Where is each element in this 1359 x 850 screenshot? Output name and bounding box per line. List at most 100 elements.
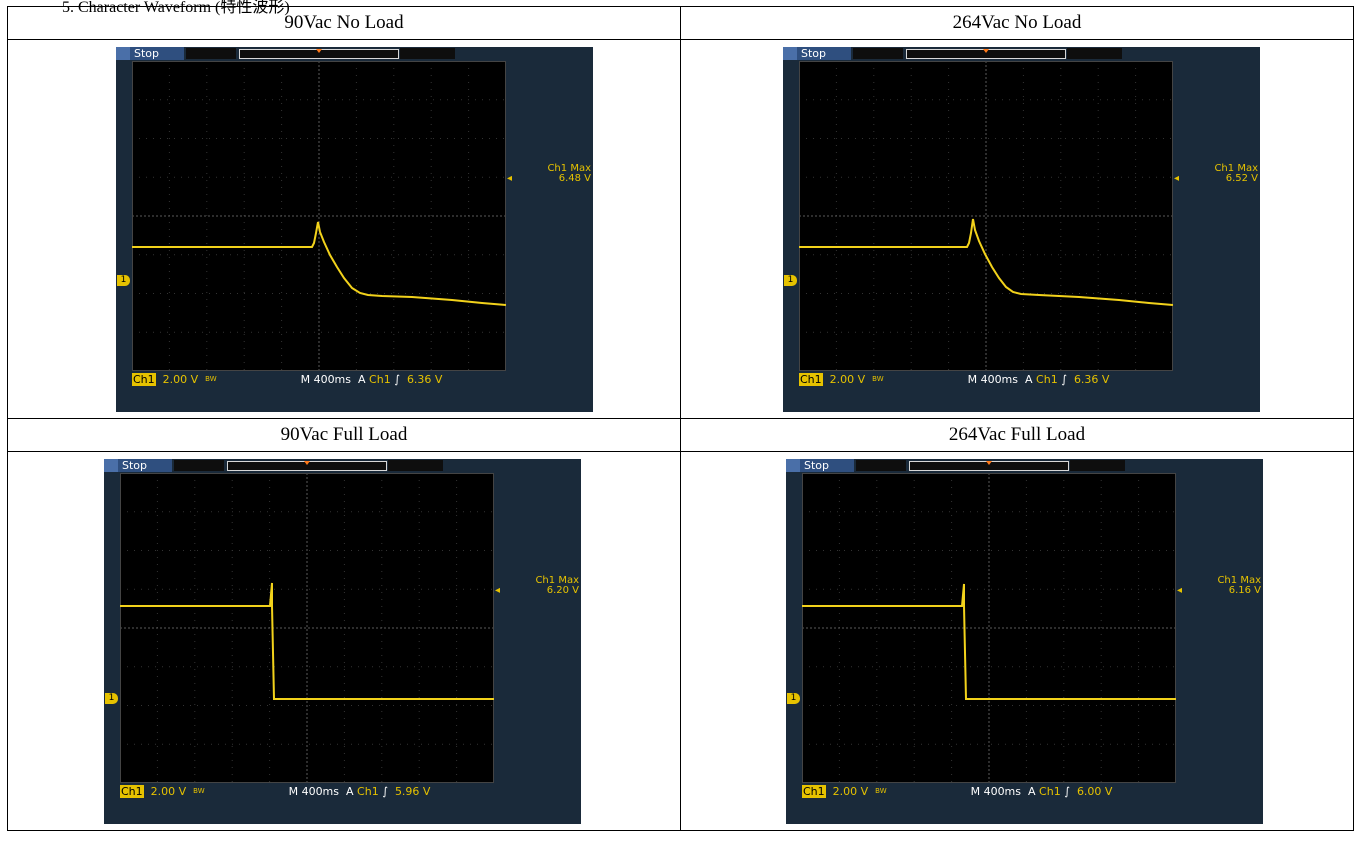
timebase: M 400ms <box>967 373 1019 386</box>
status-label: Stop <box>804 459 830 472</box>
trigger-level: 6.36 V <box>406 373 443 386</box>
status-label: Stop <box>801 47 827 60</box>
channel-ground-marker: 1 <box>117 275 130 286</box>
status-label: Stop <box>122 459 148 472</box>
oscilloscope-screenshot: Stop ◂ Ch1 Max 6.48 V 1 Ch1 2.00 V BW M … <box>116 47 593 412</box>
trigger-level-icon: ◂ <box>495 585 501 596</box>
measurement-value: 6.20 V <box>546 585 579 596</box>
toolbar-segment <box>186 48 236 59</box>
panel-title: 264Vac No Load <box>680 6 1354 40</box>
oscilloscope-screenshot: Stop ◂ Ch1 Max 6.52 V 1 Ch1 2.00 V BW M … <box>783 47 1260 412</box>
scope-status-bar: Ch1 2.00 V BW M 400ms A Ch1 ∫ 6.36 V <box>799 373 1173 386</box>
scope-cell: Stop ◂ Ch1 Max 6.16 V 1 Ch1 2.00 V BW M … <box>680 451 1354 831</box>
trigger-mode: A <box>1025 373 1033 386</box>
bandwidth-limit-icon: BW <box>875 787 887 795</box>
trigger-position-icon <box>983 49 989 53</box>
status-label: Stop <box>134 47 160 60</box>
toolbar-segment <box>400 48 455 59</box>
run-indicator-icon <box>786 459 800 472</box>
trigger-slope-icon: ∫ <box>1064 785 1070 798</box>
trigger-level: 6.00 V <box>1076 785 1113 798</box>
ch1-waveform-trace <box>799 218 1173 306</box>
measurement-readout: Ch1 Max 6.16 V <box>1181 576 1263 596</box>
measurement-label: Ch1 Max <box>535 575 579 586</box>
toolbar-segment <box>388 460 443 471</box>
trigger-source: Ch1 <box>1039 785 1061 798</box>
toolbar-segment <box>853 48 903 59</box>
trigger-source: Ch1 <box>1036 373 1058 386</box>
acquisition-status: Stop <box>783 47 851 60</box>
waveform-display <box>132 61 506 371</box>
scope-status-bar: Ch1 2.00 V BW M 400ms A Ch1 ∫ 6.00 V <box>802 785 1176 798</box>
waveform-display <box>802 473 1176 783</box>
toolbar-segment <box>174 460 224 471</box>
graticule-border <box>802 473 1176 783</box>
trigger-source: Ch1 <box>357 785 379 798</box>
trigger-mode: A <box>346 785 354 798</box>
measurement-label: Ch1 Max <box>1214 163 1258 174</box>
trigger-level: 6.36 V <box>1073 373 1110 386</box>
waveform-table: 90Vac No Load 264Vac No Load Stop ◂ Ch1 … <box>7 6 1354 831</box>
trigger-mode: A <box>1028 785 1036 798</box>
scope-status-bar: Ch1 2.00 V BW M 400ms A Ch1 ∫ 6.36 V <box>132 373 506 386</box>
measurement-label: Ch1 Max <box>1217 575 1261 586</box>
run-indicator-icon <box>116 47 130 60</box>
measurement-readout: Ch1 Max 6.48 V <box>511 164 593 184</box>
acquisition-status: Stop <box>116 47 184 60</box>
oscilloscope-screenshot: Stop ◂ Ch1 Max 6.16 V 1 Ch1 2.00 V BW M … <box>786 459 1263 824</box>
channel-badge: Ch1 <box>799 373 823 386</box>
channel-badge: Ch1 <box>120 785 144 798</box>
bandwidth-limit-icon: BW <box>205 375 217 383</box>
timebase: M 400ms <box>970 785 1022 798</box>
graticule <box>120 473 494 783</box>
trigger-level: 5.96 V <box>394 785 431 798</box>
oscilloscope-screenshot: Stop ◂ Ch1 Max 6.20 V 1 Ch1 2.00 V BW M … <box>104 459 581 824</box>
trigger-slope-icon: ∫ <box>382 785 388 798</box>
ch1-waveform-trace <box>802 583 1176 700</box>
trigger-source: Ch1 <box>369 373 391 386</box>
scope-cell: Stop ◂ Ch1 Max 6.20 V 1 Ch1 2.00 V BW M … <box>7 451 681 831</box>
channel-badge: Ch1 <box>132 373 156 386</box>
trigger-position-icon <box>986 461 992 465</box>
toolbar-segment <box>856 460 906 471</box>
measurement-value: 6.16 V <box>1228 585 1261 596</box>
channel-ground-marker: 1 <box>787 693 800 704</box>
acquisition-status: Stop <box>104 459 172 472</box>
acquisition-status: Stop <box>786 459 854 472</box>
panel-title: 90Vac No Load <box>7 6 681 40</box>
trigger-position-icon <box>316 49 322 53</box>
toolbar-segment <box>1070 460 1125 471</box>
ch1-waveform-trace <box>132 221 506 306</box>
graticule <box>799 61 1173 371</box>
panel-title: 90Vac Full Load <box>7 418 681 452</box>
graticule <box>802 473 1176 783</box>
volts-per-div: 2.00 V <box>832 785 869 798</box>
channel-badge: Ch1 <box>802 785 826 798</box>
trigger-mode: A <box>358 373 366 386</box>
toolbar-segment <box>1067 48 1122 59</box>
measurement-readout: Ch1 Max 6.52 V <box>1178 164 1260 184</box>
channel-ground-marker: 1 <box>105 693 118 704</box>
measurement-readout: Ch1 Max 6.20 V <box>499 576 581 596</box>
waveform-display <box>799 61 1173 371</box>
timebase: M 400ms <box>288 785 340 798</box>
scope-cell: Stop ◂ Ch1 Max 6.52 V 1 Ch1 2.00 V BW M … <box>680 39 1354 419</box>
volts-per-div: 2.00 V <box>162 373 199 386</box>
volts-per-div: 2.00 V <box>150 785 187 798</box>
bandwidth-limit-icon: BW <box>193 787 205 795</box>
volts-per-div: 2.00 V <box>829 373 866 386</box>
run-indicator-icon <box>104 459 118 472</box>
bandwidth-limit-icon: BW <box>872 375 884 383</box>
graticule-border <box>132 61 506 371</box>
timebase: M 400ms <box>300 373 352 386</box>
trigger-slope-icon: ∫ <box>1061 373 1067 386</box>
graticule-border <box>799 61 1173 371</box>
measurement-label: Ch1 Max <box>547 163 591 174</box>
waveform-display <box>120 473 494 783</box>
panel-title: 264Vac Full Load <box>680 418 1354 452</box>
channel-ground-marker: 1 <box>784 275 797 286</box>
measurement-value: 6.48 V <box>558 173 591 184</box>
ch1-waveform-trace <box>120 582 494 700</box>
trigger-slope-icon: ∫ <box>394 373 400 386</box>
measurement-value: 6.52 V <box>1225 173 1258 184</box>
